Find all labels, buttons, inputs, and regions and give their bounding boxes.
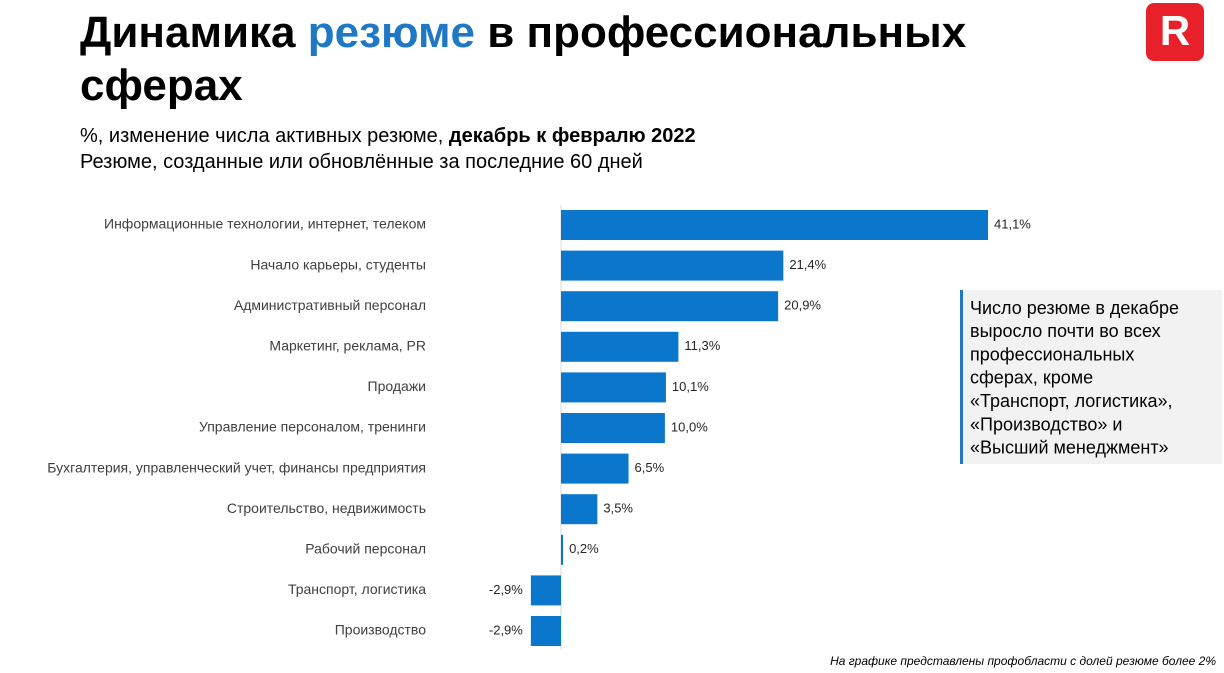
bar xyxy=(561,291,779,322)
title-part: Динамика xyxy=(80,8,308,57)
category-label: Рабочий персонал xyxy=(305,541,426,557)
annotation-line: «Транспорт, логистика», xyxy=(970,391,1173,411)
category-label: Начало карьеры, студенты xyxy=(250,256,426,272)
annotation: Число резюме в декабре выросло почти во в… xyxy=(970,298,1179,458)
value-label: 6,5% xyxy=(635,460,665,475)
bar xyxy=(561,534,564,565)
annotation-line: сферах, кроме xyxy=(970,368,1093,388)
annotation-line: Число резюме в декабре xyxy=(970,298,1179,318)
bar xyxy=(530,616,561,646)
annotation-box xyxy=(960,290,1222,464)
bar xyxy=(561,210,988,240)
subtitle-part: %, изменение числа активных резюме, xyxy=(80,125,449,147)
annotation-line: профессиональных xyxy=(970,344,1134,364)
bar xyxy=(561,453,629,484)
value-label: 20,9% xyxy=(784,298,821,313)
subtitle-part: Резюме, созданные или обновлённые за пос… xyxy=(80,151,643,173)
title-line: сферах xyxy=(80,61,243,110)
title-highlight: резюме xyxy=(308,8,475,57)
annotation-border xyxy=(960,290,963,464)
value-label: 0,2% xyxy=(569,541,599,556)
category-label: Маркетинг, реклама, PR xyxy=(269,338,426,354)
title-part: в профессиональных xyxy=(475,8,967,57)
value-label: 21,4% xyxy=(789,257,826,272)
category-label: Бухгалтерия, управленческий учет, финанс… xyxy=(47,459,426,475)
category-label: Производство xyxy=(335,622,426,638)
bar xyxy=(561,372,666,403)
subtitle: Резюме, созданные или обновлённые за пос… xyxy=(80,151,643,173)
category-label: Управление персоналом, тренинги xyxy=(199,419,426,435)
category-label: Транспорт, логистика xyxy=(288,581,426,597)
category-label: Информационные технологии, интернет, тел… xyxy=(104,216,426,232)
category-label: Строительство, недвижимость xyxy=(227,500,426,516)
annotation-line: «Производство» и xyxy=(970,414,1122,434)
category-label: Продажи xyxy=(368,378,426,394)
annotation-line: выросло почти во всех xyxy=(970,321,1161,341)
title-part: сферах xyxy=(80,61,243,110)
subtitle-bold: декабрь к февралю 2022 xyxy=(449,125,696,147)
logo-box xyxy=(1146,3,1204,61)
logo: R xyxy=(1160,7,1190,54)
value-label: 10,0% xyxy=(671,419,708,434)
title-line: Динамика резюме в профессиональных xyxy=(80,8,967,57)
value-label: -2,9% xyxy=(489,582,523,597)
bar xyxy=(561,250,784,281)
value-label: 3,5% xyxy=(603,501,633,516)
bar xyxy=(561,331,679,362)
value-label: 41,1% xyxy=(994,216,1031,231)
bar xyxy=(561,494,598,525)
value-label: 11,3% xyxy=(684,338,720,353)
value-label: 10,1% xyxy=(672,379,709,394)
footnote: На графике представлены профобласти с до… xyxy=(830,654,1216,668)
plot: Информационные технологии, интернет, тел… xyxy=(47,205,1031,650)
category-label: Административный персонал xyxy=(234,297,426,313)
bar xyxy=(561,413,665,443)
annotation-line: «Высший менеджмент» xyxy=(970,438,1169,458)
bar xyxy=(530,575,561,606)
subtitle: %, изменение числа активных резюме, дека… xyxy=(80,125,696,147)
value-label: -2,9% xyxy=(489,622,523,637)
